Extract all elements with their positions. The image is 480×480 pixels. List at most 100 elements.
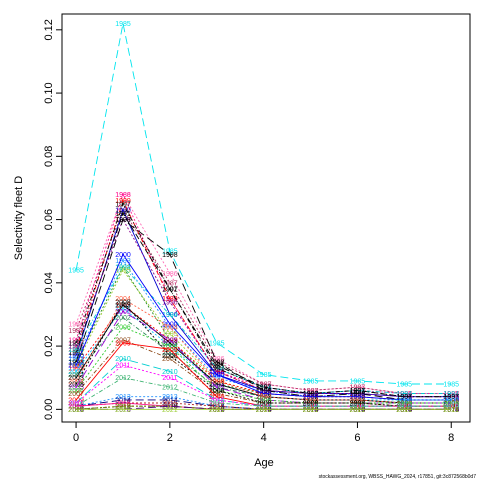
point-label: 1988 [397, 391, 413, 398]
point-label: 1994 [350, 388, 366, 395]
point-label: 1991 [303, 391, 319, 398]
series-line [75, 209, 452, 394]
point-label: 2010 [68, 401, 84, 408]
series-line [75, 326, 452, 404]
point-label: 2017 [397, 407, 413, 414]
point-label: 2006 [256, 397, 272, 404]
point-label: 1986 [209, 356, 225, 363]
point-label: 1991 [350, 388, 366, 395]
point-label: 2010 [397, 404, 413, 411]
point-label: 2015 [162, 401, 178, 408]
point-label: 1988 [350, 388, 366, 395]
point-label: 2021 [162, 407, 178, 414]
point-label: 2011 [162, 375, 177, 382]
point-label: 2013 [350, 407, 366, 414]
point-label: 2000 [397, 397, 413, 404]
point-label: 2018 [397, 407, 413, 414]
point-label: 2003 [209, 382, 225, 389]
point-label: 2007 [162, 356, 178, 363]
point-label: 2007 [350, 401, 366, 408]
series-1989: 1989 1989 1989 1989 1989 1989 1989 1989 1989 [68, 198, 459, 401]
point-label: 2015 [303, 407, 319, 414]
point-label: 2014 [115, 397, 131, 404]
point-label: 2020 [162, 404, 178, 411]
point-label: 1998 [209, 359, 225, 366]
point-label: 2012 [443, 404, 459, 411]
series-2004: 2004 2004 2004 2004 2004 2004 2004 2004 2004 [68, 296, 459, 407]
point-label: 1987 [443, 391, 459, 398]
point-label: 2012 [162, 385, 178, 392]
point-label: 1995 [209, 378, 225, 385]
point-label: 2010 [443, 404, 459, 411]
point-label: 1992 [350, 394, 366, 401]
series-2021: 2021 2021 2021 2021 2021 2021 2021 2021 2021 [68, 407, 459, 414]
point-label: 1998 [350, 391, 366, 398]
point-label: 2015 [397, 407, 413, 414]
point-label: 1994 [397, 391, 413, 398]
point-label: 2001 [68, 369, 84, 376]
point-label: 1996 [162, 299, 178, 306]
point-label: 2004 [209, 378, 225, 385]
point-label: 2003 [256, 394, 272, 401]
series-line [75, 301, 452, 407]
point-label: 1998 [443, 397, 459, 404]
series-line [75, 212, 452, 398]
point-label: 2005 [350, 401, 366, 408]
point-label: 1994 [115, 265, 131, 272]
point-label: 1986 [397, 391, 413, 398]
point-label: 1996 [303, 391, 319, 398]
point-label: 1999 [162, 337, 178, 344]
point-label: 1990 [350, 391, 366, 398]
point-label: 1998 [303, 394, 319, 401]
point-label: 1992 [397, 397, 413, 404]
point-label: 1985 [162, 249, 178, 256]
point-label: 2015 [350, 407, 366, 414]
point-label: 1995 [115, 268, 131, 275]
point-label: 1986 [350, 385, 366, 392]
point-label: 2005 [68, 385, 84, 392]
point-label: 2001 [256, 394, 272, 401]
point-label: 1994 [209, 366, 225, 373]
point-label: 1989 [162, 296, 178, 303]
point-label: 1993 [256, 388, 272, 395]
point-label: 2020 [303, 407, 319, 414]
point-label: 2017 [303, 407, 319, 414]
x-tick-label: 0 [73, 432, 79, 444]
point-label: 1999 [68, 366, 84, 373]
point-label: 1996 [68, 344, 84, 351]
point-label: 1991 [115, 211, 131, 218]
point-label: 1999 [303, 394, 319, 401]
point-label: 2004 [350, 397, 366, 404]
y-tick-label: 0.10 [43, 82, 55, 103]
point-label: 2019 [350, 407, 366, 414]
point-label: 1988 [256, 385, 272, 392]
point-label: 1985 [350, 378, 366, 385]
point-label: 2011 [69, 401, 84, 408]
point-label: 2020 [350, 407, 366, 414]
series-line [75, 269, 452, 401]
x-axis-title: Age [254, 457, 274, 469]
point-label: 2012 [256, 404, 272, 411]
point-label: 2011 [209, 397, 224, 404]
point-label: 2008 [303, 401, 319, 408]
credit-text: stockassessment.org, WBSS_HAWG_2024, r17… [319, 474, 477, 480]
point-label: 2021 [209, 407, 225, 414]
point-label: 1994 [68, 347, 84, 354]
point-label: 2014 [350, 407, 366, 414]
point-label: 1986 [256, 382, 272, 389]
point-label: 2008 [68, 382, 84, 389]
point-label: 2019 [397, 407, 413, 414]
point-label: 1991 [68, 350, 84, 357]
point-label: 2001 [162, 344, 178, 351]
point-label: 1988 [209, 369, 225, 376]
point-label: 2009 [350, 404, 366, 411]
point-label: 2010 [115, 356, 131, 363]
point-label: 1997 [68, 340, 84, 347]
point-label: 2021 [443, 407, 459, 414]
point-label: 2006 [115, 325, 131, 332]
point-label: 2006 [68, 388, 84, 395]
point-label: 2002 [350, 397, 366, 404]
point-label: 2008 [443, 404, 459, 411]
point-label: 2019 [443, 407, 459, 414]
